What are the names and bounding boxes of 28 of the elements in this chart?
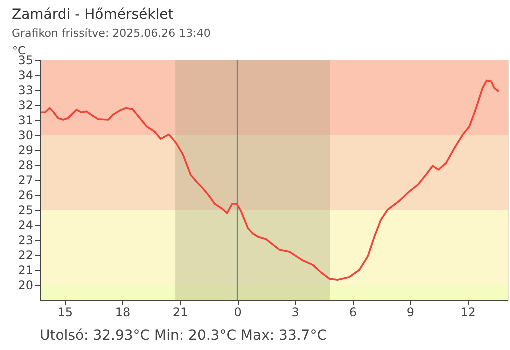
x-tick-label: 15 — [58, 306, 74, 320]
y-tick-label: 30 — [18, 128, 34, 142]
y-tick-label: 25 — [18, 204, 34, 218]
x-tick-label: 6 — [349, 306, 357, 320]
chart-title: Zamárdi - Hőmérséklet — [12, 7, 174, 23]
y-tick-label: 32 — [18, 98, 34, 112]
x-tick-label: 0 — [234, 306, 242, 320]
y-tick-label: 23 — [18, 234, 34, 248]
x-tick-label: 3 — [292, 306, 300, 320]
y-tick-label: 34 — [18, 68, 34, 82]
text: Utolsó: 32.93°C Min: 20.3°C Max: 33.7°C — [40, 328, 328, 344]
y-tick-label: 26 — [18, 188, 34, 202]
y-tick-label: 28 — [18, 158, 34, 172]
y-tick-label: 31 — [18, 114, 34, 128]
x-tick-label: 21 — [172, 306, 188, 320]
y-tick-label: 20 — [18, 278, 34, 292]
x-tick-label: 12 — [460, 306, 476, 320]
x-tick-label: 9 — [406, 306, 414, 320]
x-tick-label: 18 — [115, 306, 131, 320]
y-tick-label: 35 — [18, 54, 34, 68]
y-tick-label: 22 — [18, 248, 34, 262]
y-tick-label: 27 — [18, 174, 34, 188]
y-tick-label: 33 — [18, 84, 34, 98]
chart-subtitle: Grafikon frissítve: 2025.06.26 13:40 — [12, 27, 211, 40]
y-tick-label: 21 — [18, 264, 34, 278]
y-tick-label: 29 — [18, 144, 34, 158]
line-series — [40, 80, 500, 281]
y-tick-label: 24 — [18, 218, 34, 232]
